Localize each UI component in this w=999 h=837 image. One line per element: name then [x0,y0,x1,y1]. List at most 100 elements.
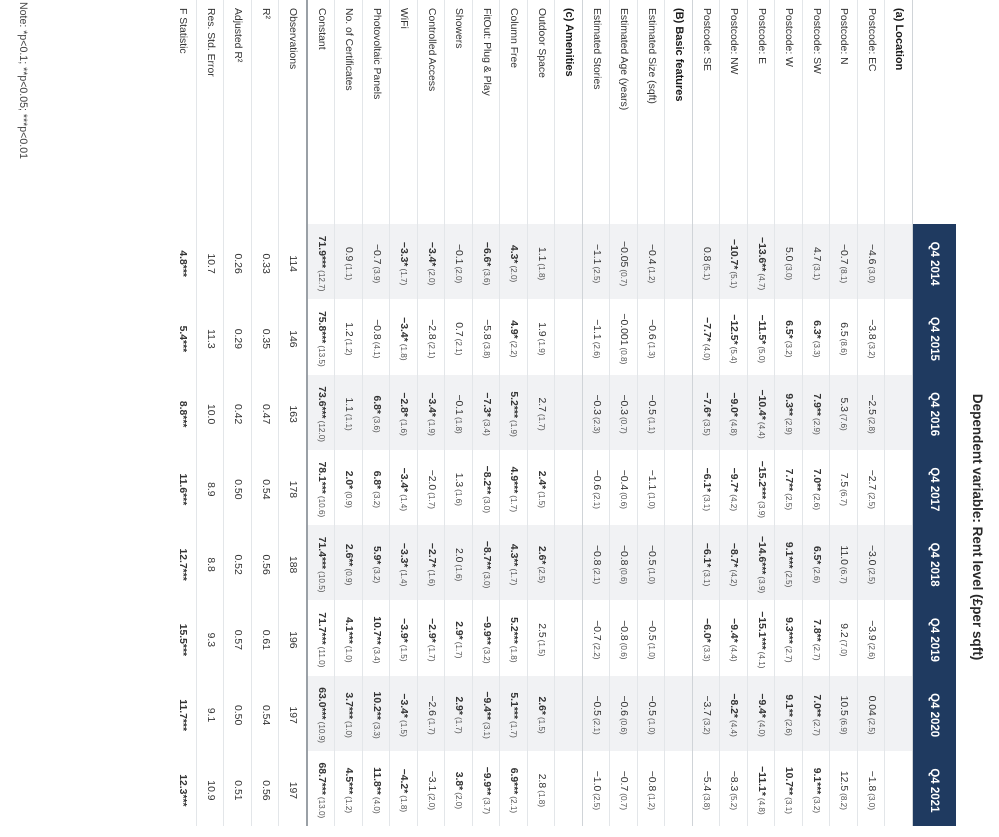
section-header: (B) Basic features [665,0,693,224]
coefficient-cell: 11.8**(4.0) [362,750,390,827]
standard-error: (5.1) [701,263,711,281]
stat-cell: 0.47 [251,374,279,450]
coefficient-value: −0.6 [590,469,602,491]
coefficient-value: −3.4* [398,467,410,493]
coefficient-cell: −3.9*(1.5) [390,600,418,676]
coefficient-value: −9.4* [755,693,767,718]
coefficient-value: 4.1*** [343,617,355,644]
standard-error: (0.9) [344,491,354,509]
coefficient-value: −2.0 [425,469,437,491]
coefficient-value: −0.8 [370,319,382,340]
coefficient-value: 2.9* [453,621,465,640]
year-column-header: Q4 2021 [912,750,956,827]
standard-error: (3.0) [866,266,876,284]
coefficient-cell: −0.001(0.8) [610,299,638,375]
standard-error: (0.7) [619,269,629,287]
stat-cell: 11.3 [196,299,224,375]
coefficient-cell: −1.1(1.0) [637,449,665,525]
coefficient-value: −0.001 [618,313,630,346]
coefficient-value: −0.1 [453,243,465,265]
coefficient-value: −0.6 [645,319,657,340]
year-column-header: Q4 2019 [912,600,956,676]
coefficient-cell: −10.4*(4.4) [747,374,775,450]
coefficient-cell: 2.4*(1.5) [527,449,555,525]
coefficient-cell: 3.8*(2.0) [445,750,473,827]
standard-error: (8.1) [839,266,849,284]
standard-error: (5.4) [729,346,739,364]
stat-value: 8.8*** [177,400,189,428]
coefficient-value: −2.8 [425,319,437,340]
coefficient-cell: 2.9*(1.7) [445,675,473,751]
coefficient-value: 4.9*** [508,466,520,494]
standard-error: (2.1) [426,341,436,359]
table-row: No. of Certificates 0.9(1.1) 1.2(1.2) 1.1(1… [335,0,363,827]
coefficient-cell: 5.0(3.0) [775,224,803,300]
coefficient-cell: 1.9(1.9) [527,299,555,375]
stat-cell: 0.26 [224,224,252,300]
section-header-blank-cell [555,525,583,601]
stat-cell: 10.7 [196,224,224,300]
coefficient-cell: 6.5*(3.2) [775,299,803,375]
coefficient-value: 9.2 [838,623,850,638]
standard-error: (4.2) [729,494,739,512]
coefficient-cell: −12.5*(5.4) [720,299,748,375]
coefficient-cell: −8.7**(3.0) [472,525,500,601]
coefficient-cell: −9.9**(3.7) [472,750,500,827]
coefficient-cell: −7.6*(3.5) [692,374,720,450]
stat-label: Observations [279,0,307,224]
coefficient-cell: −3.1(2.0) [417,750,445,827]
coefficient-value: 9.3*** [783,617,795,644]
row-label: Controlled Access [417,0,445,224]
standard-error: (2.1) [591,717,601,735]
section-header-blank-cell [885,675,913,751]
year-column-header: Q4 2020 [912,675,956,751]
coefficient-cell: 6.5(8.6) [830,299,858,375]
coefficient-cell: −3.4*(1.4) [390,449,418,525]
stat-value: 0.50 [232,705,244,726]
coefficient-cell: 71.7***(11.0) [307,600,335,676]
standard-error: (8.2) [839,793,849,810]
coefficient-cell: 3.7***(1.0) [335,675,363,751]
standard-error: (3.1) [481,722,491,739]
section-header-blank-cell [555,224,583,300]
standard-error: (1.8) [536,790,546,808]
coefficient-value: −0.7 [838,243,850,265]
standard-error: (3.7) [481,797,491,815]
year-column-header: Q4 2017 [912,449,956,525]
coefficient-value: −7.3* [480,392,492,417]
coefficient-value: 4.3* [508,244,520,264]
coefficient-cell: 4.9*(2.2) [500,299,528,375]
section-header-blank-cell [665,750,693,827]
coefficient-cell: −15.2***(3.9) [747,449,775,525]
coefficient-value: −6.1* [700,467,712,493]
coefficient-cell: −9.4*(4.4) [720,600,748,676]
coefficient-value: −3.4* [425,392,437,417]
standard-error: (2.2) [591,642,601,660]
coefficient-value: −1.8 [865,770,877,792]
stat-value: 0.56 [259,554,271,575]
section-header: (a) Location [885,0,913,224]
standard-error: (1.5) [536,491,546,509]
coefficient-value: −9.4** [480,691,492,720]
section-header-row: (c) Amenities [555,0,583,827]
coefficient-cell: 9.1**(2.6) [775,675,803,751]
standard-error: (2.6) [784,718,794,736]
coefficient-value: −9.0* [728,392,740,417]
coefficient-cell: −5.8(3.8) [472,299,500,375]
coefficient-cell: −0.7(0.7) [610,750,638,827]
standard-error: (2.6) [591,341,601,359]
standard-error: (3.2) [866,341,876,359]
row-label: Photovoltaic Panels [362,0,390,224]
standard-error: (1.7) [399,268,409,286]
coefficient-cell: 7.0**(2.7) [802,675,830,751]
stat-cell: 0.51 [224,750,252,827]
coefficient-cell: 2.5(1.5) [527,600,555,676]
coefficient-cell: 5.9*(3.2) [362,525,390,601]
coefficient-value: −2.9* [425,618,437,643]
table-row: Estimated Size (sqft) −0.4(1.2) −0.6(1.3) −… [637,0,665,827]
standard-error: (4.0) [701,343,711,361]
standard-error: (7.0) [839,639,849,657]
coefficient-value: 5.2*** [508,617,520,644]
coefficient-cell: 4.3**(1.7) [500,525,528,601]
table-row: Postcode: W 5.0(3.0) 6.5*(3.2) 9.3**(2.9) 7.… [775,0,803,827]
